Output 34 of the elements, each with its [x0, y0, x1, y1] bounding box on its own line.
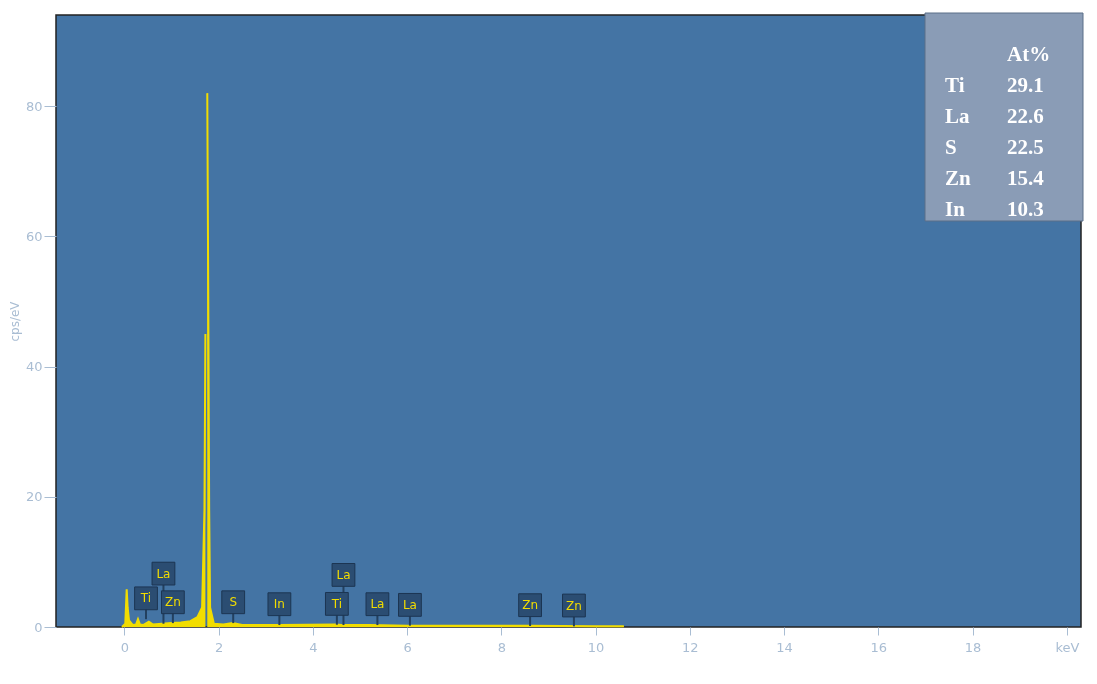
text: S 22.5 — [945, 135, 1044, 159]
x-tick-label: keV — [1055, 639, 1080, 655]
annotation: La — [336, 567, 351, 582]
x-tick-label: 8 — [497, 639, 506, 655]
y-tick-label: 80 — [25, 98, 43, 114]
annotation: Zn — [164, 595, 181, 610]
annotation: Ti — [330, 596, 343, 611]
x-tick-label: 12 — [682, 639, 699, 655]
annotation: Zn — [566, 598, 582, 613]
x-tick-label: 0 — [120, 639, 129, 655]
y-tick-label: 0 — [34, 619, 43, 635]
annotation: Ti — [139, 591, 152, 606]
y-axis-title: cps/eV — [7, 300, 22, 342]
x-tick-label: 2 — [214, 639, 224, 655]
text: La 22.6 — [945, 104, 1044, 128]
y-tick-label: 60 — [25, 228, 43, 244]
text: Zn 15.4 — [945, 166, 1044, 190]
text: Ti 29.1 — [945, 73, 1044, 97]
x-tick-label: 16 — [870, 639, 888, 655]
annotation: Zn — [522, 598, 539, 613]
x-tick-label: 6 — [403, 639, 412, 655]
x-tick-label: 18 — [964, 639, 982, 655]
annotation: S — [229, 595, 238, 610]
x-tick-label: 14 — [776, 639, 793, 655]
annotation: La — [370, 597, 385, 612]
x-tick-label: 10 — [587, 639, 605, 655]
annotation: La — [402, 597, 417, 612]
text: In 10.3 — [945, 197, 1044, 221]
annotation: La — [156, 566, 171, 581]
annotation: At% — [1007, 42, 1051, 66]
annotation: In — [273, 597, 285, 612]
x-tick-label: 4 — [309, 639, 318, 655]
y-tick-label: 20 — [25, 489, 43, 505]
y-tick-label: 40 — [25, 359, 43, 375]
